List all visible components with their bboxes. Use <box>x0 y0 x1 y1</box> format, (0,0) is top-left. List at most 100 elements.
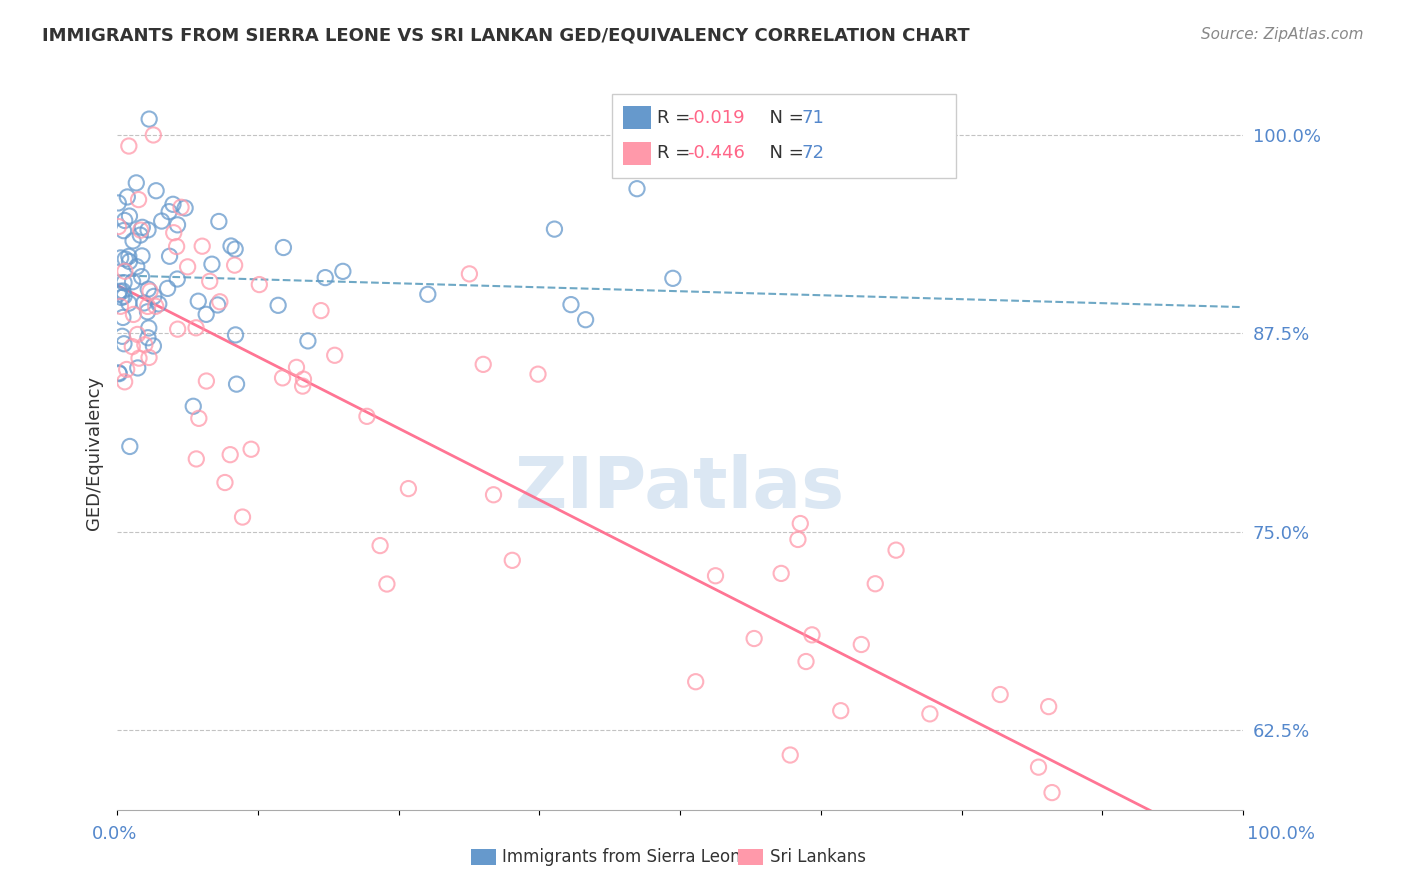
Point <box>323 348 346 362</box>
Point <box>115 362 138 376</box>
Point <box>157 204 180 219</box>
Point <box>145 299 167 313</box>
Point <box>187 411 209 425</box>
Point <box>162 197 184 211</box>
Text: 100.0%: 100.0% <box>1247 825 1315 843</box>
Point <box>148 297 170 311</box>
Point <box>118 296 141 310</box>
Point <box>122 308 145 322</box>
Text: 71: 71 <box>801 109 824 127</box>
Point <box>110 299 132 313</box>
Point <box>122 234 145 248</box>
Point <box>575 312 598 326</box>
Point <box>918 706 941 721</box>
Point <box>118 254 141 268</box>
Point <box>128 351 150 366</box>
Point <box>170 200 193 214</box>
Point <box>166 239 188 253</box>
Point <box>742 632 765 646</box>
Point <box>527 367 550 381</box>
Point <box>118 139 141 153</box>
Text: 72: 72 <box>801 145 824 162</box>
Point <box>770 566 793 581</box>
Point <box>1032 813 1054 827</box>
Point <box>851 638 873 652</box>
Point <box>416 287 439 301</box>
Point <box>136 282 159 296</box>
Point <box>865 576 887 591</box>
Point <box>801 628 824 642</box>
Point <box>292 372 315 386</box>
Point <box>127 327 149 342</box>
Point <box>267 298 290 312</box>
Point <box>219 239 242 253</box>
Point <box>224 258 246 272</box>
Point <box>107 366 129 380</box>
Point <box>789 516 811 531</box>
Point <box>309 303 332 318</box>
Text: N =: N = <box>758 109 810 127</box>
Point <box>136 223 159 237</box>
Point <box>131 269 153 284</box>
Point <box>142 289 165 303</box>
Point <box>368 539 391 553</box>
Point <box>125 260 148 274</box>
Point <box>1038 699 1060 714</box>
Point <box>150 214 173 228</box>
Point <box>626 182 648 196</box>
Point <box>184 320 207 334</box>
Point <box>125 176 148 190</box>
Point <box>472 357 495 371</box>
Point <box>201 257 224 271</box>
Text: Source: ZipAtlas.com: Source: ZipAtlas.com <box>1201 27 1364 42</box>
Point <box>166 218 188 232</box>
Point <box>134 337 156 351</box>
Point <box>127 360 149 375</box>
Point <box>186 451 208 466</box>
Point <box>285 360 308 375</box>
Point <box>121 340 143 354</box>
Point <box>112 289 135 303</box>
Point <box>108 367 131 381</box>
Text: 0.0%: 0.0% <box>91 825 136 843</box>
Point <box>1028 760 1050 774</box>
Point <box>110 251 132 265</box>
Point <box>111 310 134 325</box>
Point <box>225 377 247 392</box>
Text: R =: R = <box>657 145 696 162</box>
Point <box>685 674 707 689</box>
Point <box>139 284 162 298</box>
Point <box>159 249 181 263</box>
Point <box>662 271 685 285</box>
Point <box>107 287 129 301</box>
Point <box>118 249 141 263</box>
Point <box>291 379 314 393</box>
Point <box>145 184 167 198</box>
Point <box>176 260 198 274</box>
Point <box>198 274 221 288</box>
Point <box>129 228 152 243</box>
Point <box>136 299 159 313</box>
Point <box>111 329 134 343</box>
Point <box>884 543 907 558</box>
Point <box>240 442 263 457</box>
Point <box>214 475 236 490</box>
Point <box>195 374 218 388</box>
Point <box>156 281 179 295</box>
Point <box>136 331 159 345</box>
Point <box>138 112 160 127</box>
Point <box>111 284 134 298</box>
Point <box>107 219 129 234</box>
Point <box>396 482 419 496</box>
Point <box>794 655 817 669</box>
Point <box>112 336 135 351</box>
Point <box>131 220 153 235</box>
Point <box>131 249 153 263</box>
Point <box>114 375 136 389</box>
Point <box>129 223 152 237</box>
Point <box>787 533 810 547</box>
Point <box>779 747 801 762</box>
Point <box>166 272 188 286</box>
Text: R =: R = <box>657 109 696 127</box>
Point <box>297 334 319 348</box>
